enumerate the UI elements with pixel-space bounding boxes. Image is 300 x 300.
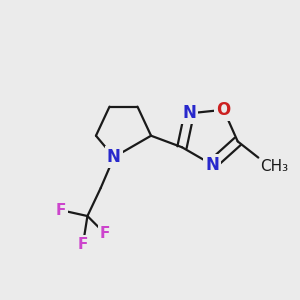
Text: CH₃: CH₃ (260, 159, 288, 174)
Text: F: F (56, 202, 66, 217)
Text: N: N (205, 156, 219, 174)
Text: N: N (182, 104, 196, 122)
Text: F: F (78, 236, 88, 251)
Text: N: N (107, 148, 121, 166)
Text: F: F (100, 226, 110, 241)
Text: O: O (217, 101, 231, 119)
